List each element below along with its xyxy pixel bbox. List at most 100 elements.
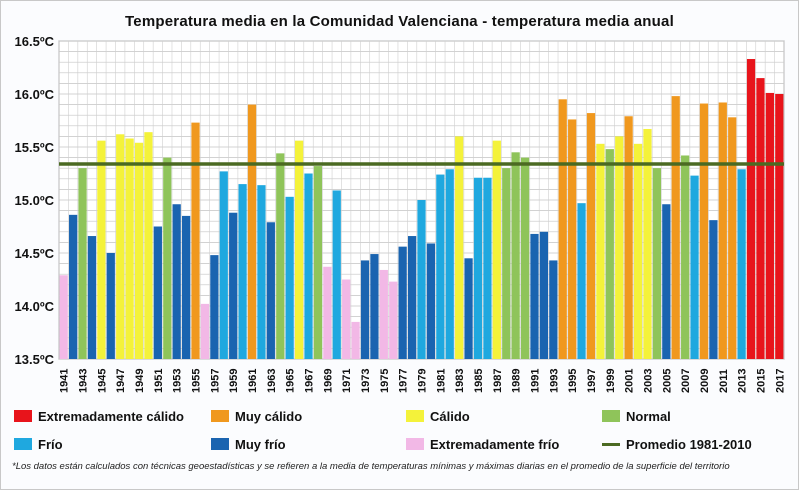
legend-line-swatch	[602, 442, 620, 446]
bar-1970	[332, 190, 341, 359]
bar-2014	[746, 59, 756, 360]
bar-1968	[313, 166, 323, 359]
bar-2001	[624, 116, 633, 359]
bar-1947	[116, 134, 125, 359]
bar-2008	[690, 175, 699, 359]
legend-item-muy-calido: Muy cálido	[211, 408, 302, 424]
legend-item-extremadamente-calido: Extremadamente cálido	[14, 408, 184, 424]
x-tick-label: 1951	[153, 369, 165, 393]
bar-1967	[304, 173, 313, 359]
x-tick-label: 2001	[624, 369, 636, 393]
bar-2005	[662, 204, 671, 359]
bar-1951	[153, 226, 162, 359]
bar-2012	[728, 117, 737, 359]
x-tick-label: 1969	[322, 369, 334, 393]
bar-1973	[360, 260, 370, 359]
bar-1985	[473, 177, 483, 359]
legend-label: Promedio 1981-2010	[626, 436, 752, 452]
y-tick-label: 16.5ºC	[15, 34, 55, 49]
bar-1944	[87, 236, 97, 359]
bar-1946	[106, 253, 115, 359]
bar-1974	[370, 254, 379, 359]
bar-1981	[436, 174, 445, 359]
legend-label: Normal	[626, 408, 671, 424]
bar-1979	[417, 200, 426, 359]
x-tick-label: 1993	[548, 369, 560, 393]
bar-1950	[144, 132, 153, 359]
bar-1966	[294, 140, 304, 359]
bar-1969	[323, 266, 332, 359]
bar-1945	[97, 140, 106, 359]
x-tick-label: 1959	[228, 369, 240, 393]
bar-2010	[709, 220, 718, 359]
x-tick-label: 1971	[341, 369, 353, 393]
bar-1984	[464, 258, 473, 359]
bar-1972	[351, 321, 360, 359]
bar-1949	[134, 142, 144, 359]
bar-1989	[511, 152, 520, 359]
bar-1991	[530, 233, 539, 359]
bar-1996	[577, 203, 586, 359]
bar-2017	[775, 94, 784, 359]
x-tick-label: 1997	[586, 369, 598, 393]
bar-1965	[285, 196, 294, 359]
bar-1956	[200, 303, 210, 359]
y-tick-label: 16.0ºC	[15, 87, 55, 102]
x-tick-label: 1995	[567, 369, 579, 393]
legend-label: Cálido	[430, 408, 470, 424]
x-tick-label: 1999	[605, 369, 617, 393]
x-tick-label: 1961	[247, 369, 259, 393]
x-tick-label: 1945	[96, 369, 108, 393]
bar-1999	[605, 149, 614, 359]
bar-1982	[445, 169, 454, 359]
x-tick-label: 1991	[529, 369, 541, 393]
bar-2002	[633, 143, 643, 359]
bar-2015	[756, 78, 765, 359]
x-tick-label: 2005	[661, 369, 673, 393]
bar-1948	[125, 138, 134, 359]
x-tick-label: 1943	[78, 369, 90, 393]
bar-1954	[182, 215, 191, 359]
x-tick-label: 2003	[642, 369, 654, 393]
bar-2004	[652, 168, 661, 359]
bar-1978	[407, 236, 417, 359]
bar-1988	[502, 168, 511, 359]
legend-label: Muy cálido	[235, 408, 303, 424]
x-tick-label: 2013	[737, 369, 749, 393]
bar-1995	[568, 119, 577, 359]
bar-1957	[210, 255, 219, 359]
legend-item-muy-frio: Muy frío	[211, 436, 286, 452]
bar-1993	[549, 260, 558, 359]
x-tick-label: 1953	[172, 369, 184, 393]
legend-item-promedio: Promedio 1981-2010	[602, 436, 752, 452]
bar-1997	[586, 113, 596, 359]
x-tick-label: 1985	[473, 369, 485, 393]
x-tick-label: 1949	[134, 369, 146, 393]
bar-2013	[737, 169, 746, 359]
bar-1980	[426, 243, 436, 359]
bar-1959	[229, 212, 238, 359]
y-tick-label: 15.5ºC	[15, 140, 55, 155]
bar-1992	[539, 231, 549, 359]
bar-1986	[483, 177, 492, 359]
legend-label: Extremadamente frío	[430, 436, 560, 452]
legend-swatch	[602, 410, 620, 422]
legend-item-normal: Normal	[602, 408, 671, 424]
x-tick-label: 1973	[360, 369, 372, 393]
x-tick-label: 1967	[304, 369, 316, 393]
x-tick-label: 1975	[379, 369, 391, 393]
x-tick-label: 1965	[285, 369, 297, 393]
legend-swatch	[211, 410, 229, 422]
bar-1983	[455, 136, 464, 359]
bar-1990	[520, 157, 530, 359]
y-tick-label: 14.0ºC	[15, 299, 55, 314]
bar-2007	[681, 155, 690, 359]
bar-1975	[379, 269, 388, 359]
legend-swatch	[211, 438, 229, 450]
bar-1958	[219, 171, 228, 359]
bar-1943	[78, 168, 87, 359]
x-tick-label: 1963	[266, 369, 278, 393]
y-tick-label: 14.5ºC	[15, 246, 55, 261]
legend-label: Frío	[38, 436, 63, 452]
